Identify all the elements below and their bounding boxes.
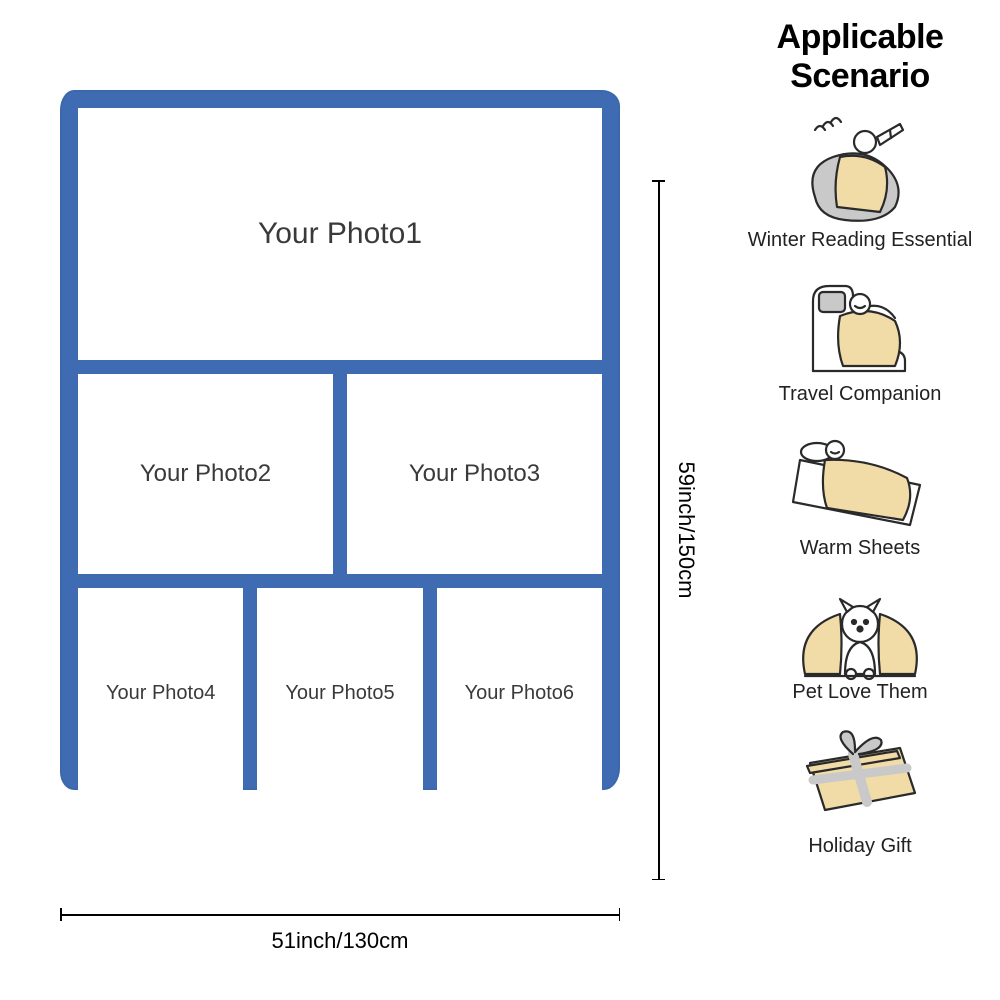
sidebar-title: Applicable Scenario — [777, 18, 944, 96]
photo-slot-1: Your Photo1 — [78, 108, 602, 360]
scenario-gift: Holiday Gift — [785, 718, 935, 858]
scenario-label: Warm Sheets — [800, 537, 920, 560]
height-label: 59inch/150cm — [673, 462, 699, 599]
sheets-icon — [785, 420, 935, 535]
scenario-label: Travel Companion — [779, 383, 942, 406]
travel-icon — [785, 266, 935, 381]
photo-slot-4: Your Photo4 — [78, 588, 243, 800]
blanket-frame: Your Photo1 Your Photo2 Your Photo3 Your… — [60, 90, 620, 790]
scenario-label: Holiday Gift — [808, 835, 911, 858]
scenario-pet: Pet Love Them — [785, 574, 935, 704]
scenario-sidebar: Applicable Scenario Winter Reading Essen… — [720, 0, 1000, 1000]
photo-slot-2: Your Photo2 — [78, 374, 333, 573]
scenario-travel: Travel Companion — [779, 266, 942, 406]
width-label: 51inch/130cm — [272, 928, 409, 954]
height-dimension: 59inch/150cm — [640, 180, 700, 880]
scenario-reading: Winter Reading Essential — [748, 112, 973, 252]
product-diagram: Your Photo1 Your Photo2 Your Photo3 Your… — [20, 90, 720, 790]
pet-icon — [785, 574, 935, 679]
scenario-label: Pet Love Them — [792, 681, 927, 704]
reading-icon — [785, 112, 935, 227]
photo-slot-6: Your Photo6 — [437, 588, 602, 800]
photo-grid: Your Photo1 Your Photo2 Your Photo3 Your… — [78, 108, 602, 772]
scenario-warm-sheets: Warm Sheets — [785, 420, 935, 560]
width-dimension: 51inch/130cm — [60, 900, 620, 960]
gift-icon — [785, 718, 935, 833]
photo-slot-3: Your Photo3 — [347, 374, 602, 573]
photo-slot-5: Your Photo5 — [257, 588, 422, 800]
scenario-label: Winter Reading Essential — [748, 229, 973, 252]
